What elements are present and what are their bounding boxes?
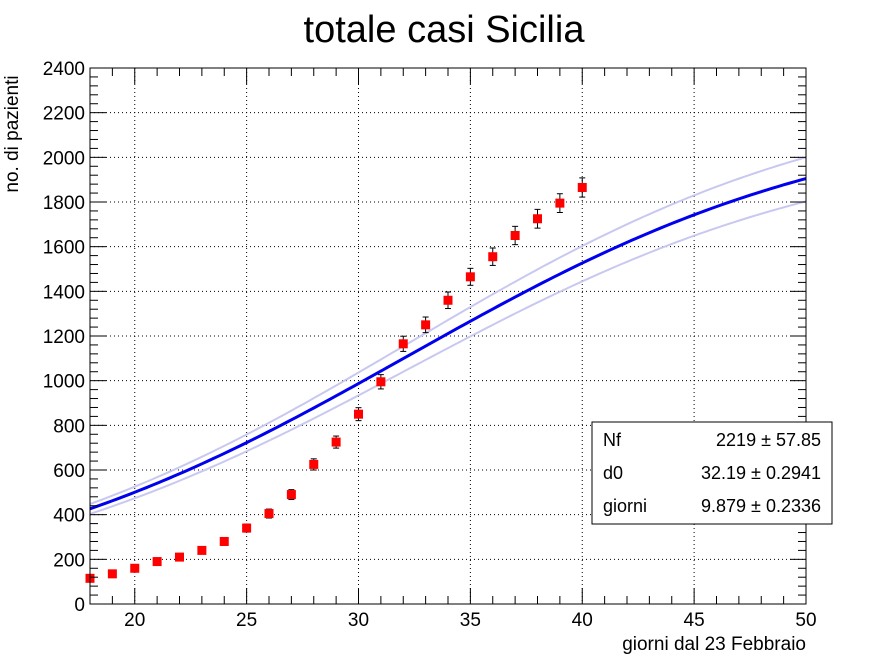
stats-name-nf: Nf [603, 430, 622, 450]
y-tick-label: 1800 [43, 193, 85, 214]
band-upper-line [89, 156, 807, 505]
data-point [577, 182, 587, 192]
x-axis-label: giorni dal 23 Febbraio [622, 634, 806, 655]
stats-box-frame [591, 421, 833, 525]
x-tick-label: 40 [572, 610, 593, 631]
data-point [286, 490, 296, 500]
y-tick-label: 1000 [43, 372, 85, 393]
x-tick-label: 35 [460, 610, 481, 631]
data-point [376, 377, 386, 387]
data-point [264, 509, 274, 519]
chart-title: totale casi Sicilia [304, 9, 586, 51]
stats-value-d0: 32.19 ± 0.2941 [701, 463, 821, 483]
data-point [242, 523, 252, 533]
y-tick-label: 200 [53, 550, 85, 571]
data-point [197, 545, 207, 555]
x-tick-label: 45 [684, 610, 705, 631]
stats-name-d0: d0 [603, 463, 623, 483]
y-tick-label: 0 [74, 595, 85, 616]
y-tick-label: 1200 [43, 327, 85, 348]
band-lower-line [89, 200, 807, 515]
data-point [331, 437, 341, 447]
y-tick-label: 1400 [43, 282, 85, 303]
data-point [465, 272, 475, 282]
x-tick-label: 25 [236, 610, 257, 631]
fit-line [89, 177, 807, 511]
y-tick-label: 400 [53, 506, 85, 527]
data-point [219, 536, 229, 546]
data-point [398, 339, 408, 349]
data-point [152, 557, 162, 567]
data-point [309, 459, 319, 469]
axes: 20 25 30 35 40 45 50 0 200 400 600 800 1000 1200 1400 1… [43, 59, 817, 631]
data-point [354, 409, 363, 419]
stats-value-nf: 2219 ± 57.85 [716, 430, 821, 450]
x-tick-label: 20 [124, 610, 145, 631]
confidence-band [89, 156, 807, 515]
x-tick-label: 50 [795, 610, 816, 631]
data-point [488, 252, 498, 262]
y-tick-label: 2400 [43, 59, 85, 80]
data-point [533, 214, 542, 224]
data-point [443, 295, 453, 305]
y-tick-label: 800 [53, 416, 85, 437]
y-tick-label: 2000 [43, 148, 85, 169]
fit-stats-box: Nf 2219 ± 57.85 d0 32.19 ± 0.2941 giorni… [591, 421, 833, 525]
data-points [85, 177, 587, 583]
data-point [130, 563, 140, 573]
x-tick-label: 30 [348, 610, 369, 631]
y-tick-label: 2200 [43, 104, 85, 125]
y-tick-label: 600 [53, 461, 85, 482]
data-point [421, 320, 431, 330]
y-tick-label: 1600 [43, 238, 85, 259]
data-point [175, 552, 184, 562]
data-point [510, 231, 520, 240]
data-point [107, 569, 117, 579]
data-point [555, 198, 565, 208]
fit-curve [89, 177, 807, 511]
stats-name-giorni: giorni [603, 496, 647, 516]
y-axis-label: no. di pazienti [2, 75, 23, 192]
stats-value-giorni: 9.879 ± 0.2336 [701, 496, 821, 516]
